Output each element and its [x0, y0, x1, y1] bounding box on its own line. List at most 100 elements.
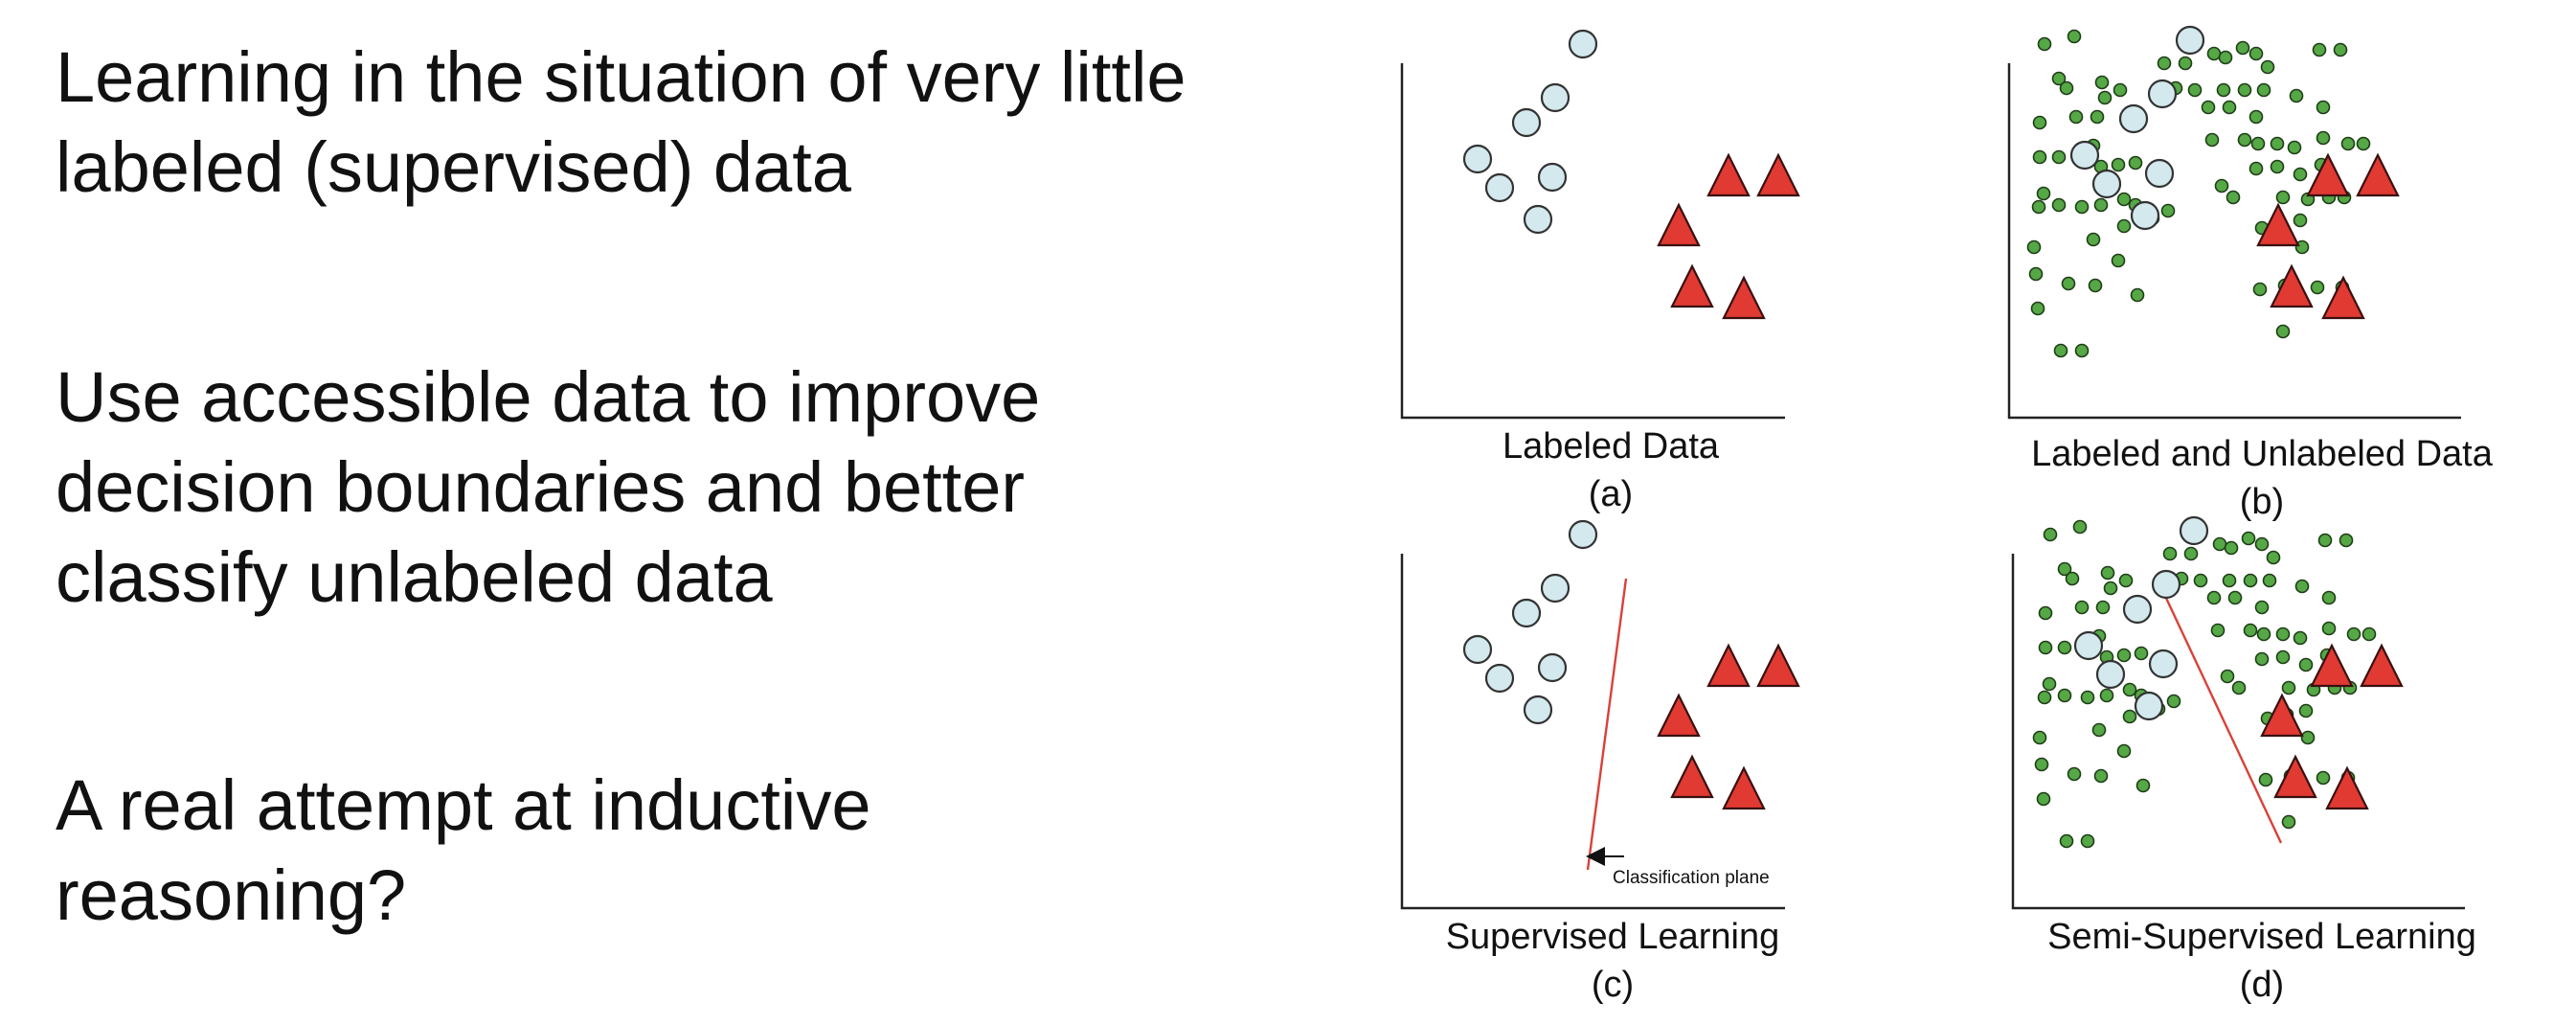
- unlabeled-point: [2260, 59, 2275, 75]
- panel-d-caption: Semi-Supervised Learning: [2047, 917, 2476, 957]
- unlabeled-point: [2248, 161, 2264, 176]
- unlabeled-point: [2275, 324, 2291, 339]
- unlabeled-point: [2294, 579, 2310, 594]
- unlabeled-point: [2254, 536, 2270, 552]
- panel-c-axes: [1400, 554, 1785, 910]
- unlabeled-point: [2093, 197, 2109, 213]
- unlabeled-point: [2270, 159, 2285, 174]
- unlabeled-point: [2270, 136, 2285, 151]
- labeled-triangle-point: [2273, 754, 2317, 799]
- unlabeled-point: [2212, 536, 2227, 552]
- labeled-circle-point: [2073, 630, 2104, 661]
- labeled-circle-point: [1523, 695, 1553, 725]
- unlabeled-point: [2250, 136, 2266, 151]
- unlabeled-point: [2361, 626, 2377, 642]
- unlabeled-point: [2135, 778, 2151, 793]
- panel-d-letter: (d): [2240, 965, 2284, 1005]
- unlabeled-point: [2226, 190, 2241, 205]
- unlabeled-point: [2224, 540, 2239, 556]
- unlabeled-point: [2193, 573, 2208, 588]
- unlabeled-point: [2237, 132, 2252, 148]
- labeled-circle-point: [1568, 29, 1598, 59]
- labeled-triangle-point: [1722, 765, 1766, 810]
- unlabeled-point: [2178, 56, 2193, 71]
- unlabeled-point: [2057, 561, 2072, 577]
- unlabeled-point: [2074, 600, 2090, 615]
- unlabeled-point: [2346, 626, 2361, 642]
- unlabeled-point: [2275, 190, 2291, 205]
- unlabeled-point: [2252, 282, 2268, 297]
- unlabeled-point: [2214, 178, 2229, 194]
- bullet-1-line-2: labeled (supervised) data: [56, 127, 851, 207]
- unlabeled-point: [2254, 651, 2270, 667]
- unlabeled-point: [2275, 626, 2291, 642]
- unlabeled-point: [2183, 546, 2199, 561]
- unlabeled-point: [2248, 109, 2264, 125]
- labeled-circle-point: [2122, 594, 2153, 625]
- unlabeled-point: [2316, 100, 2331, 115]
- labeled-triangle-point: [2260, 693, 2304, 738]
- unlabeled-point: [2220, 669, 2235, 684]
- panel-a-letter: (a): [1589, 474, 1633, 514]
- panel-c-letter: (c): [1592, 965, 1634, 1005]
- unlabeled-point: [2275, 649, 2291, 665]
- unlabeled-point: [2227, 590, 2243, 605]
- panel-b-letter: (b): [2240, 482, 2284, 522]
- semi-supervised-boundary-line: [2155, 577, 2283, 844]
- unlabeled-point: [2111, 253, 2126, 268]
- unlabeled-point: [2162, 546, 2178, 561]
- bullet-1-line-1: Learning in the situation of very little: [56, 37, 1186, 117]
- unlabeled-point: [2157, 56, 2172, 71]
- labeled-circle-point: [1540, 573, 1570, 604]
- unlabeled-point: [2204, 132, 2220, 148]
- unlabeled-point: [2293, 630, 2308, 646]
- unlabeled-point: [2068, 109, 2084, 125]
- unlabeled-point: [2037, 690, 2052, 705]
- panel-a-axes: [1400, 63, 1785, 420]
- labeled-circle-point: [1462, 634, 1493, 665]
- labeled-triangle-point: [2310, 643, 2354, 688]
- unlabeled-point: [2038, 605, 2053, 621]
- unlabeled-point: [2042, 676, 2057, 692]
- unlabeled-point: [2356, 136, 2371, 151]
- bullet-2-line-2: decision boundaries and better: [56, 447, 1026, 527]
- unlabeled-point: [2317, 533, 2333, 548]
- labeled-triangle-point: [1706, 152, 1751, 197]
- unlabeled-point: [2051, 71, 2067, 86]
- labeled-triangle-point: [1670, 754, 1714, 799]
- unlabeled-point: [2067, 766, 2082, 782]
- labeled-triangle-point: [1657, 202, 1701, 247]
- labeled-circle-point: [1484, 172, 1515, 203]
- labeled-circle-point: [1511, 598, 1542, 628]
- labeled-circle-point: [1540, 82, 1570, 113]
- unlabeled-point: [2053, 343, 2068, 358]
- unlabeled-point: [2243, 573, 2258, 588]
- unlabeled-point: [2103, 581, 2118, 596]
- labeled-circle-point: [1537, 652, 1568, 683]
- classification-plane-label: Classification plane: [1613, 868, 1770, 888]
- unlabeled-point: [2254, 600, 2270, 615]
- unlabeled-point: [2340, 136, 2356, 151]
- labeled-circle-point: [2118, 103, 2149, 134]
- unlabeled-point: [2289, 88, 2304, 103]
- unlabeled-point: [2059, 80, 2074, 96]
- unlabeled-point: [2248, 46, 2264, 61]
- unlabeled-point: [2218, 50, 2233, 65]
- unlabeled-point: [2134, 646, 2149, 661]
- panel-d: Semi-Supervised Learning (d): [2011, 515, 2476, 1005]
- unlabeled-point: [2030, 301, 2045, 316]
- labeled-triangle-point: [1756, 152, 1800, 197]
- unlabeled-point: [2281, 680, 2296, 695]
- labeled-circle-point: [2091, 169, 2122, 199]
- unlabeled-point: [2160, 203, 2176, 218]
- unlabeled-point: [2116, 192, 2132, 207]
- unlabeled-point: [2043, 527, 2058, 542]
- unlabeled-point: [2312, 42, 2327, 57]
- unlabeled-point: [2339, 533, 2354, 548]
- unlabeled-point: [2074, 199, 2090, 215]
- labeled-circle-point: [2179, 515, 2209, 546]
- labeled-circle-point: [2148, 649, 2179, 679]
- unlabeled-point: [2095, 600, 2111, 615]
- unlabeled-point: [2034, 757, 2049, 772]
- unlabeled-point: [2032, 115, 2047, 130]
